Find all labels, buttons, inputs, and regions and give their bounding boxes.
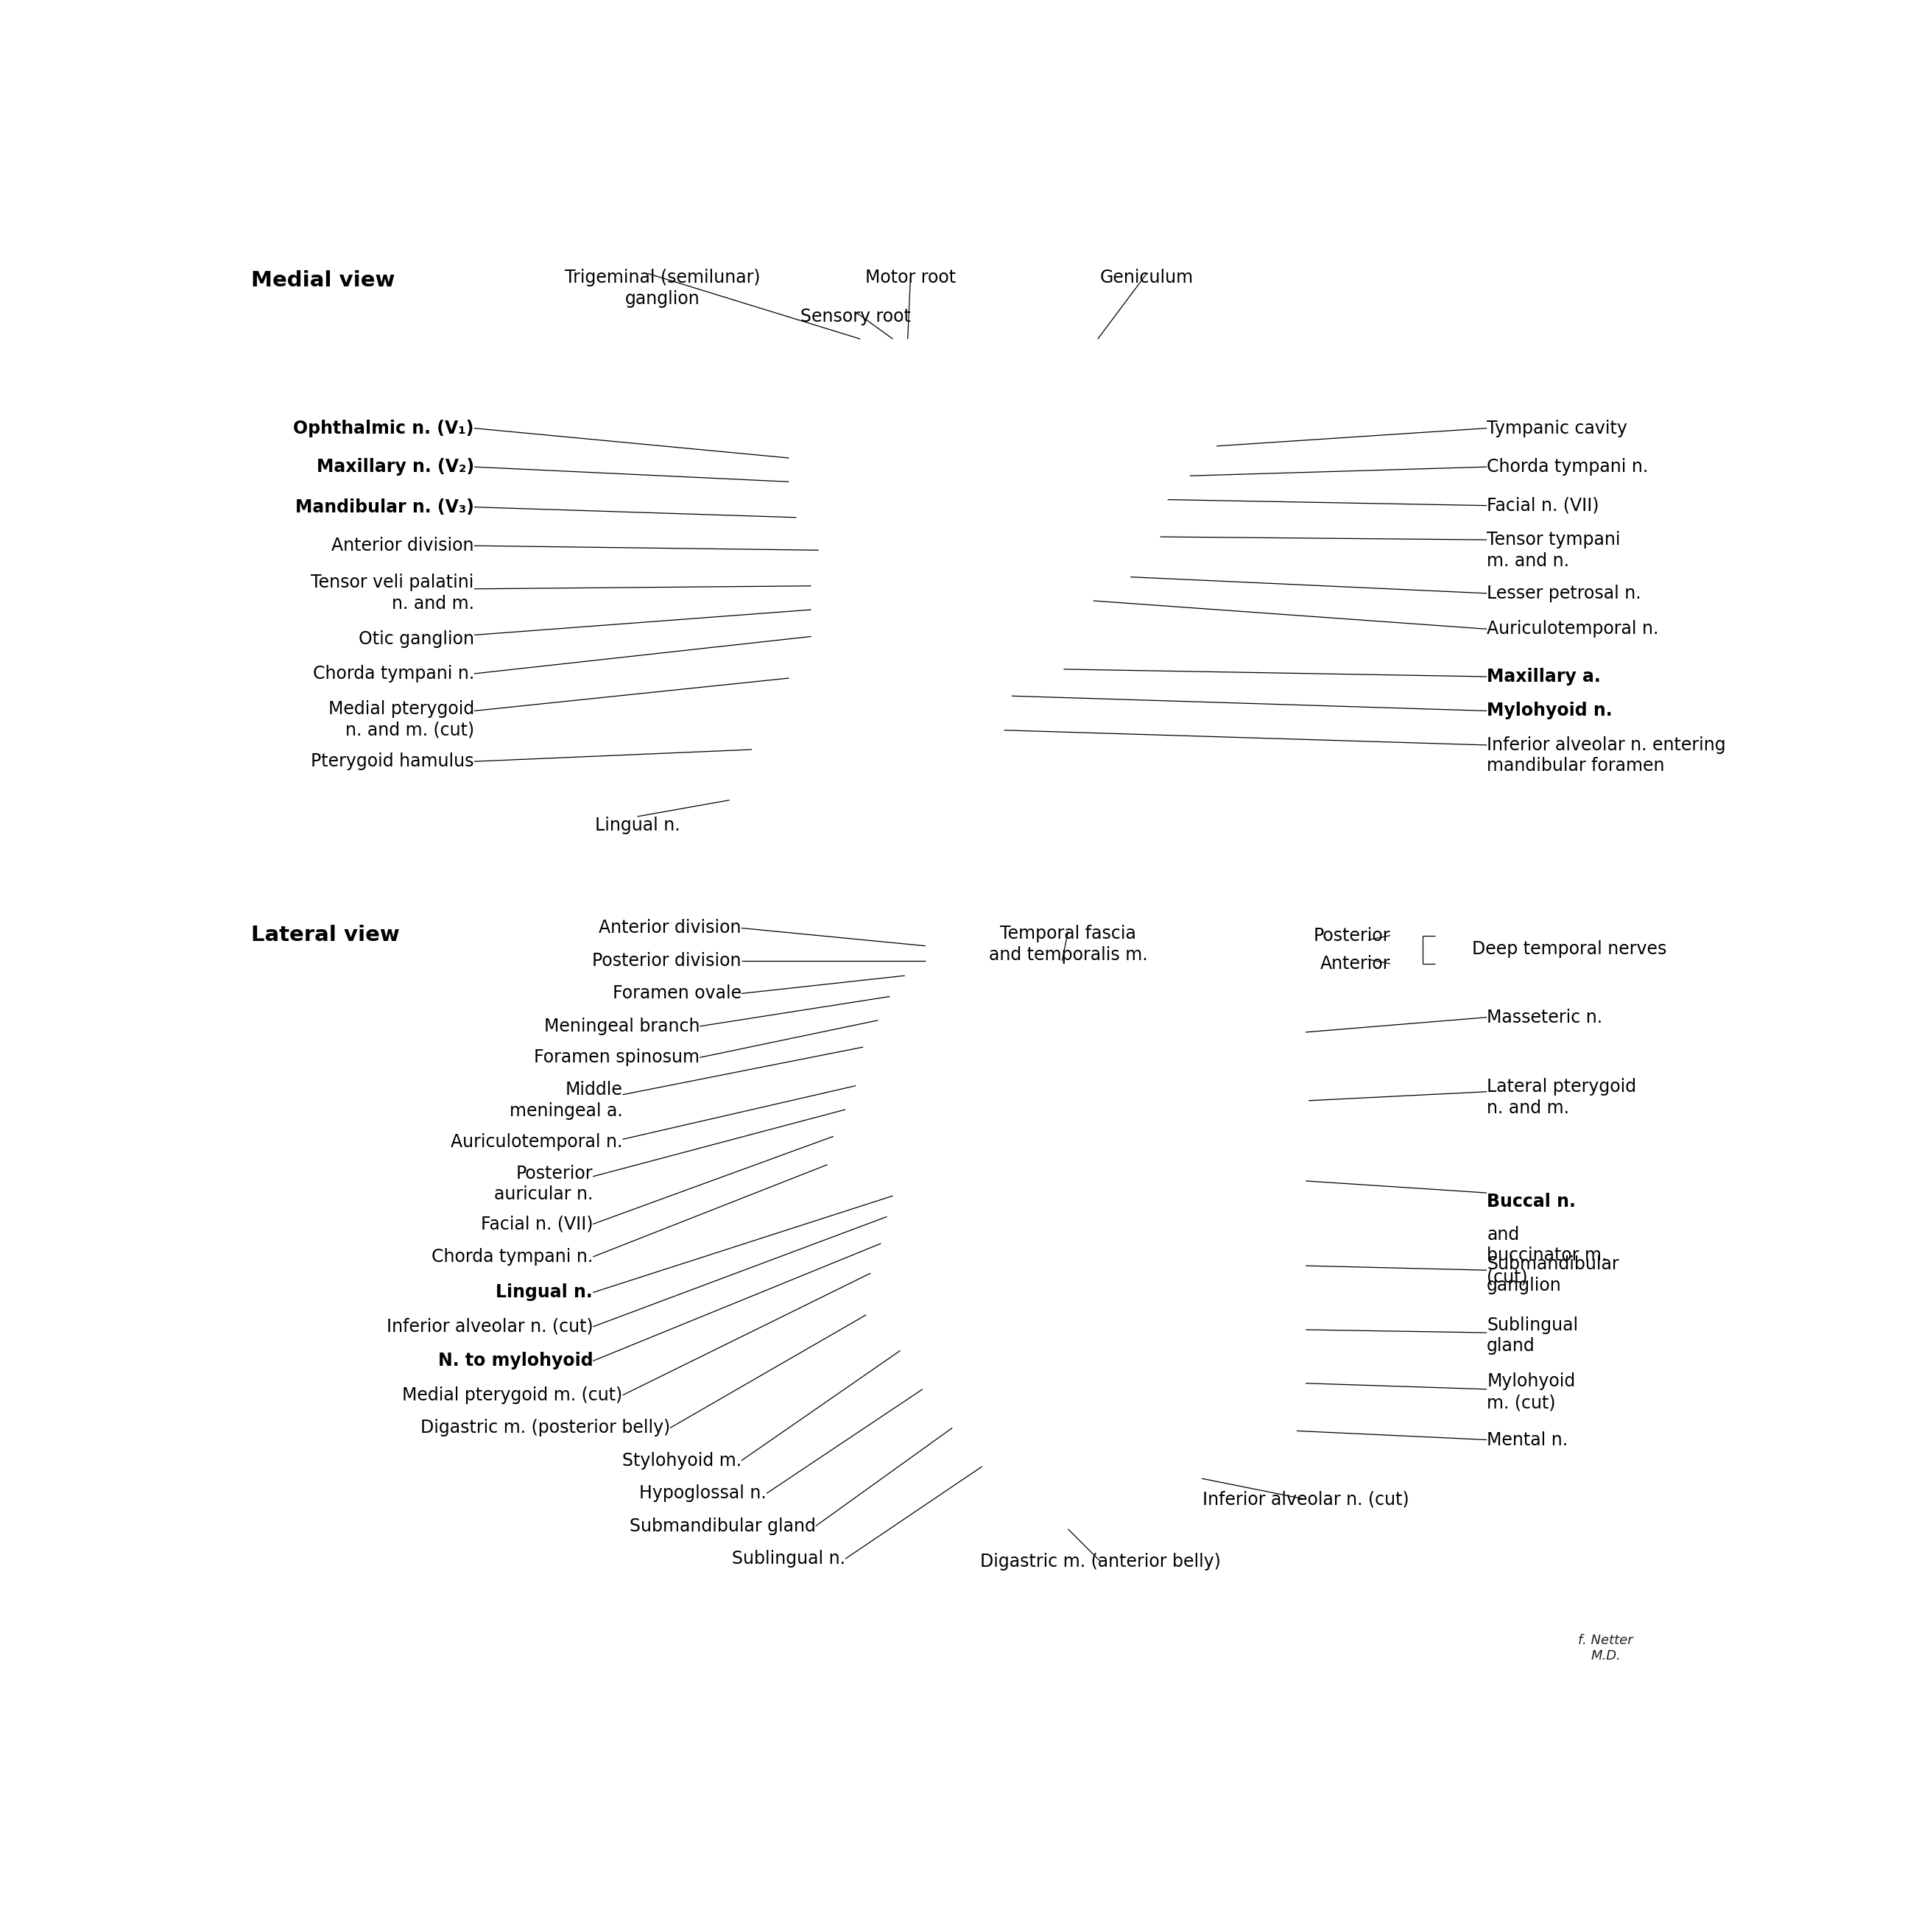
Text: Digastric m. (anterior belly): Digastric m. (anterior belly) (981, 1553, 1220, 1571)
Text: Lateral pterygoid
n. and m.: Lateral pterygoid n. and m. (1487, 1078, 1636, 1117)
Text: Maxillary n. (V₂): Maxillary n. (V₂) (316, 458, 473, 475)
Text: Sublingual
gland: Sublingual gland (1487, 1316, 1579, 1354)
Text: Facial n. (VII): Facial n. (VII) (1487, 497, 1600, 514)
Text: Posterior
auricular n.: Posterior auricular n. (494, 1165, 592, 1204)
Text: Chorda tympani n.: Chorda tympani n. (431, 1248, 592, 1265)
Text: Motor root: Motor root (866, 269, 956, 286)
Text: Submandibular gland: Submandibular gland (630, 1517, 816, 1534)
Text: Hypoglossal n.: Hypoglossal n. (640, 1484, 766, 1503)
Text: Maxillary a.: Maxillary a. (1487, 668, 1600, 686)
Text: Tensor tympani
m. and n.: Tensor tympani m. and n. (1487, 531, 1621, 570)
Text: Mylohyoid n.: Mylohyoid n. (1487, 701, 1613, 721)
Text: Chorda tympani n.: Chorda tympani n. (1487, 458, 1648, 475)
Text: Medial pterygoid
n. and m. (cut): Medial pterygoid n. and m. (cut) (328, 701, 473, 740)
Text: Deep temporal nerves: Deep temporal nerves (1471, 941, 1667, 958)
Text: N. to mylohyoid: N. to mylohyoid (439, 1352, 592, 1370)
Text: Sublingual n.: Sublingual n. (732, 1549, 845, 1567)
Text: Chorda tympani n.: Chorda tympani n. (312, 665, 473, 682)
Text: Middle
meningeal a.: Middle meningeal a. (510, 1082, 623, 1121)
Text: Stylohyoid m.: Stylohyoid m. (623, 1451, 741, 1470)
Text: Foramen ovale: Foramen ovale (613, 985, 741, 1003)
Text: Masseteric n.: Masseteric n. (1487, 1009, 1602, 1026)
Text: Medial pterygoid m. (cut): Medial pterygoid m. (cut) (402, 1387, 623, 1405)
Text: Tympanic cavity: Tympanic cavity (1487, 419, 1627, 437)
Text: and
buccinator m.
(cut): and buccinator m. (cut) (1487, 1225, 1608, 1285)
Text: Auriculotemporal n.: Auriculotemporal n. (450, 1134, 623, 1151)
Text: Anterior division: Anterior division (331, 537, 473, 554)
Text: Lingual n.: Lingual n. (594, 817, 680, 835)
Text: Posterior division: Posterior division (592, 952, 741, 970)
Text: Inferior alveolar n. entering
mandibular foramen: Inferior alveolar n. entering mandibular… (1487, 736, 1726, 775)
Text: Mandibular n. (V₃): Mandibular n. (V₃) (295, 498, 473, 516)
Text: Tensor veli palatini
n. and m.: Tensor veli palatini n. and m. (310, 574, 473, 612)
Text: Inferior alveolar n. (cut): Inferior alveolar n. (cut) (387, 1318, 592, 1335)
Text: Medial view: Medial view (251, 270, 395, 292)
Text: Facial n. (VII): Facial n. (VII) (481, 1215, 592, 1233)
Text: Otic ganglion: Otic ganglion (358, 630, 473, 649)
Text: Mylohyoid
m. (cut): Mylohyoid m. (cut) (1487, 1374, 1575, 1412)
Text: Anterior division: Anterior division (600, 920, 741, 937)
Text: Geniculum: Geniculum (1100, 269, 1194, 286)
Text: Meningeal branch: Meningeal branch (544, 1018, 699, 1036)
Text: Lingual n.: Lingual n. (496, 1283, 592, 1302)
Text: Submandibular
ganglion: Submandibular ganglion (1487, 1256, 1619, 1294)
Text: Sensory root: Sensory root (801, 307, 910, 325)
Text: Auriculotemporal n.: Auriculotemporal n. (1487, 620, 1659, 638)
Text: Lesser petrosal n.: Lesser petrosal n. (1487, 585, 1642, 603)
Text: Lateral view: Lateral view (251, 925, 400, 945)
Text: Anterior: Anterior (1320, 954, 1391, 972)
Text: Buccal n.: Buccal n. (1487, 1192, 1575, 1211)
Text: Pterygoid hamulus: Pterygoid hamulus (310, 753, 473, 771)
Text: Temporal fascia
and temporalis m.: Temporal fascia and temporalis m. (989, 925, 1148, 964)
Text: Digastric m. (posterior belly): Digastric m. (posterior belly) (420, 1420, 671, 1437)
Text: Foramen spinosum: Foramen spinosum (535, 1049, 699, 1066)
Text: Trigeminal (semilunar)
ganglion: Trigeminal (semilunar) ganglion (565, 269, 761, 307)
Text: Mental n.: Mental n. (1487, 1432, 1567, 1449)
Text: Ophthalmic n. (V₁): Ophthalmic n. (V₁) (293, 419, 473, 437)
Text: Posterior: Posterior (1312, 927, 1391, 945)
Text: f. Netter
M.D.: f. Netter M.D. (1579, 1634, 1632, 1663)
Text: Inferior alveolar n. (cut): Inferior alveolar n. (cut) (1203, 1490, 1408, 1509)
